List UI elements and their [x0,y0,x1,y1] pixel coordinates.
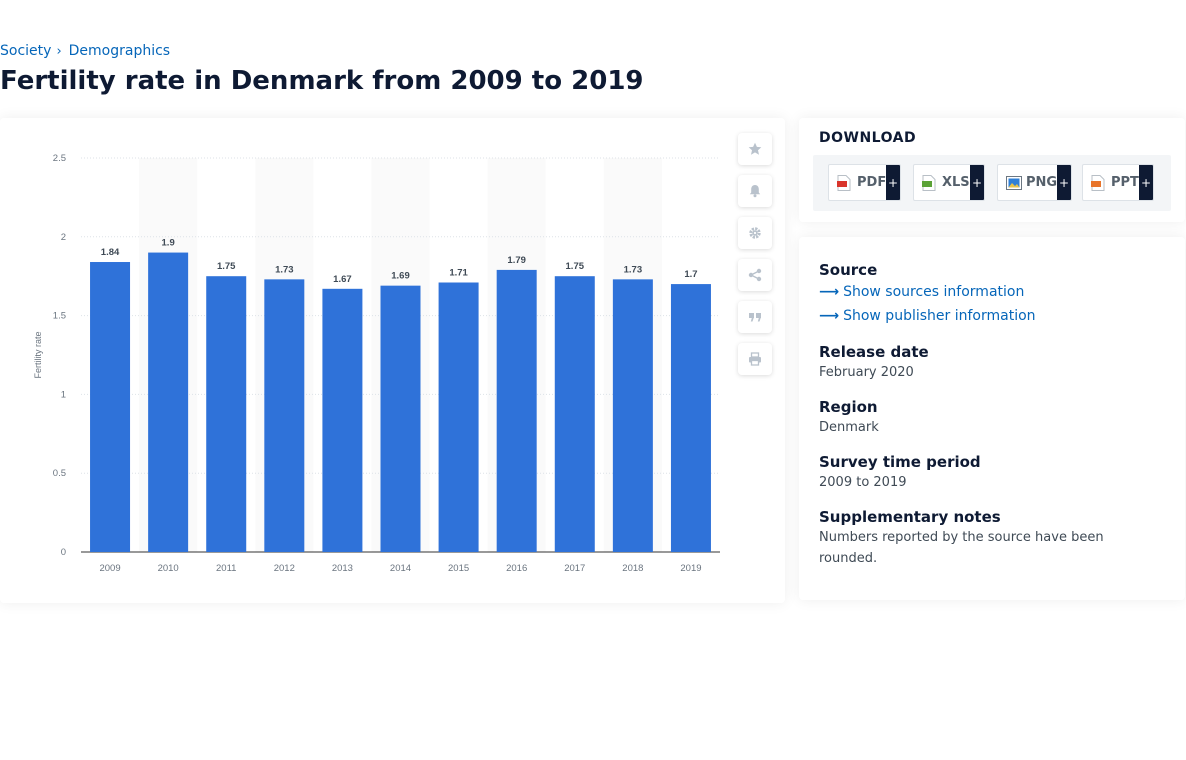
supplementary-notes-value: Numbers reported by the source have been… [819,530,1104,566]
statistic-info-panel: Source ⟶ Show sources information ⟶ Show p… [799,237,1185,600]
x-tick-label: 2013 [332,563,353,574]
release-date-heading: Release date [819,343,929,361]
data-label-2015: 1.71 [449,268,468,279]
y-tick-label: 0.5 [53,468,66,479]
data-label-2018: 1.73 [624,264,643,275]
download-pdf-button[interactable]: PDF + [828,164,901,201]
notification-bell-icon [749,185,761,198]
ppt-file-icon [1091,174,1105,191]
png-plus-icon: + [1057,165,1071,200]
arrow-right-icon: ⟶ [819,284,840,300]
data-label-2017: 1.75 [566,261,585,272]
download-ppt-label: PPT [1111,175,1139,190]
show-publisher-label: Show publisher information [843,308,1036,324]
page-title: Fertility rate in Denmark from 2009 to 2… [0,66,644,96]
chart-card: 1.84 1.9 1.75 1.73 1.67 1.69 1.71 1.79 1.75 1.73 1… [0,118,785,603]
bar-2016[interactable] [496,269,537,552]
x-tick-label: 2011 [216,563,236,574]
share-button[interactable] [738,259,772,291]
download-pdf-label: PDF [857,175,887,190]
cite-quote-icon [749,313,761,322]
breadcrumb: Society › Demographics [0,43,170,59]
bar-2010[interactable] [148,252,189,552]
download-png-button[interactable]: PNG + [997,164,1072,201]
xls-plus-icon: + [970,165,984,200]
x-tick-label: 2019 [680,563,701,574]
data-label-2016: 1.79 [507,255,526,266]
settings-gear-icon [749,227,761,239]
download-xls-label: XLS [942,175,970,190]
bar-2019[interactable] [670,284,711,552]
region-heading: Region [819,398,878,416]
data-label-2009: 1.84 [101,247,120,258]
bar-2013[interactable] [322,288,363,552]
breadcrumb-demographics-link[interactable]: Demographics [68,43,171,59]
y-tick-label: 1 [61,389,66,400]
download-ppt-button[interactable]: PPT + [1082,164,1154,201]
png-file-icon [1006,175,1022,191]
bar-2014[interactable] [380,285,421,552]
x-tick-label: 2010 [158,563,179,574]
print-button[interactable] [738,343,772,375]
favorite-button[interactable] [738,133,772,165]
survey-period-heading: Survey time period [819,453,981,471]
supplementary-notes-heading: Supplementary notes [819,508,1001,526]
settings-button[interactable] [738,217,772,249]
y-tick-label: 1.5 [53,311,66,322]
breadcrumb-society-link[interactable]: Society [0,43,52,59]
data-label-2013: 1.67 [333,274,352,285]
download-panel: DOWNLOAD PDF + XLS + PNG + P [799,118,1185,222]
download-png-label: PNG [1026,175,1058,190]
data-label-2011: 1.75 [217,261,236,272]
xls-file-icon [922,174,936,191]
download-xls-button[interactable]: XLS + [913,164,985,201]
download-buttons-area: PDF + XLS + PNG + PPT + [813,155,1171,211]
release-date-value: February 2020 [819,365,914,380]
x-tick-label: 2009 [99,563,120,574]
x-tick-label: 2016 [506,563,527,574]
y-tick-label: 2.5 [53,153,66,164]
y-axis-label: Fertility rate [33,331,43,378]
show-sources-label: Show sources information [843,284,1025,300]
arrow-right-icon: ⟶ [819,308,840,324]
ppt-plus-icon: + [1139,165,1153,200]
y-tick-label: 0 [61,547,66,558]
show-sources-link[interactable]: ⟶ Show sources information [819,284,1024,300]
breadcrumb-separator-icon: › [56,43,62,59]
print-icon [749,352,761,366]
x-tick-label: 2012 [274,563,295,574]
source-heading: Source [819,261,878,279]
x-tick-label: 2017 [564,563,585,574]
data-label-2014: 1.69 [391,271,410,282]
region-value: Denmark [819,420,879,435]
pdf-plus-icon: + [886,165,900,200]
data-label-2019: 1.7 [684,269,697,280]
bar-2009[interactable] [90,262,131,552]
survey-period-value: 2009 to 2019 [819,475,907,490]
data-label-2010: 1.9 [162,238,175,249]
fertility-rate-bar-chart: 1.841.91.75 1.731.67 1.69 1.711.791.75 1.73 1… [33,153,720,574]
bar-2017[interactable] [554,276,595,552]
data-label-2012: 1.73 [275,264,294,275]
bar-2015[interactable] [438,282,479,552]
pdf-file-icon [837,174,851,191]
bar-2012[interactable] [264,279,305,552]
share-icon [748,268,762,282]
notification-button[interactable] [738,175,772,207]
x-tick-label: 2014 [390,563,411,574]
y-tick-label: 2 [61,232,66,243]
favorite-star-icon [748,142,762,155]
x-tick-label: 2018 [622,563,643,574]
show-publisher-link[interactable]: ⟶ Show publisher information [819,308,1036,324]
cite-button[interactable] [738,301,772,333]
x-tick-label: 2015 [448,563,469,574]
bar-2011[interactable] [206,276,247,552]
bar-2018[interactable] [612,279,653,552]
download-title: DOWNLOAD [819,130,917,146]
